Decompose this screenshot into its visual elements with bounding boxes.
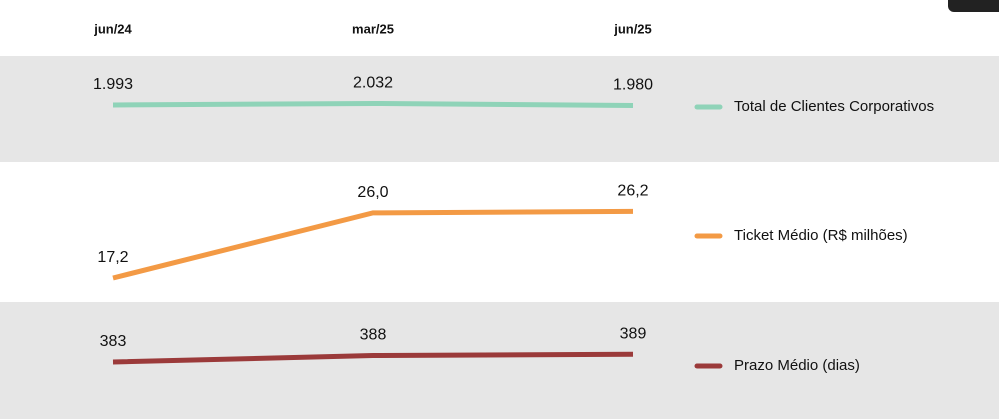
- value-label: 388: [360, 327, 387, 344]
- band: [0, 56, 999, 162]
- value-label: 2.032: [353, 75, 393, 92]
- corner-badge: [948, 0, 999, 12]
- series-line: [112, 208, 634, 281]
- value-label: 1.980: [613, 77, 653, 94]
- legend-label: Prazo Médio (dias): [734, 357, 860, 374]
- column-header: mar/25: [352, 21, 394, 36]
- value-label: 383: [100, 333, 127, 350]
- series-line: [112, 351, 634, 365]
- legend-label: Total de Clientes Corporativos: [734, 98, 934, 115]
- value-label: 26,2: [617, 183, 648, 200]
- value-label: 17,2: [97, 249, 128, 266]
- value-label: 26,0: [357, 184, 388, 201]
- value-label: 389: [620, 325, 647, 342]
- series-line: [112, 100, 634, 109]
- column-header: jun/25: [613, 21, 652, 36]
- value-label: 1.993: [93, 76, 133, 93]
- legend-label: Ticket Médio (R$ milhões): [734, 227, 908, 244]
- column-header: jun/24: [93, 21, 132, 36]
